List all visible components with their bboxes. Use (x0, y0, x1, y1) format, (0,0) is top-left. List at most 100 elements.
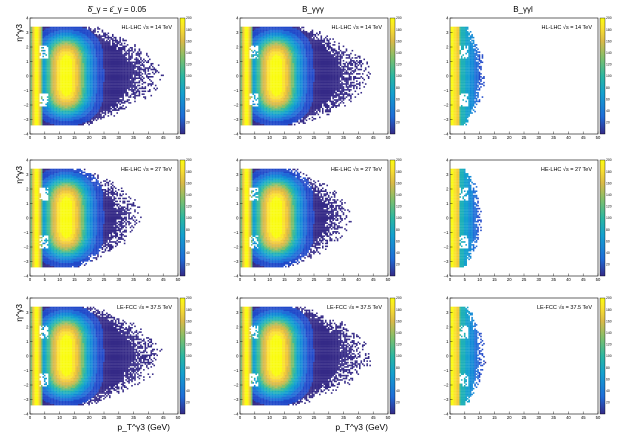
heatmap-cell (74, 102, 76, 104)
heatmap-cell (88, 114, 90, 116)
heatmap-cell (53, 120, 55, 122)
heatmap-cell (91, 117, 93, 119)
heatmap-cell (51, 124, 53, 126)
heatmap-cell (82, 95, 84, 97)
heatmap-cell (149, 91, 151, 93)
heatmap-cell (74, 120, 76, 122)
heatmap-cell (31, 98, 33, 100)
heatmap-cell (78, 114, 80, 116)
heatmap-cell (93, 111, 95, 113)
heatmap-cell (34, 99, 36, 101)
heatmap-cell (103, 112, 105, 114)
heatmap-cell (37, 108, 39, 110)
heatmap-cell (88, 95, 90, 97)
heatmap-cell (122, 95, 124, 97)
heatmap-cell (47, 99, 49, 101)
heatmap-cell (48, 111, 50, 113)
heatmap-cell (37, 120, 39, 122)
heatmap-cell (71, 111, 73, 113)
heatmap-cell (81, 115, 83, 117)
heatmap-cell (76, 111, 78, 113)
heatmap-cell (113, 109, 115, 111)
heatmap-cell (81, 120, 83, 122)
heatmap-cell (32, 95, 34, 97)
heatmap-cell (90, 120, 92, 122)
heatmap-cell (41, 108, 43, 110)
heatmap-cell (100, 91, 102, 93)
heatmap-cell (115, 99, 117, 101)
heatmap-cell (50, 91, 52, 93)
heatmap-cell (79, 92, 81, 94)
heatmap-cell (51, 91, 53, 93)
heatmap-cell (71, 120, 73, 122)
heatmap-cell (74, 95, 76, 97)
heatmap-cell (97, 95, 99, 97)
heatmap-cell (41, 118, 43, 120)
heatmap-cell (76, 109, 78, 111)
heatmap-cell (91, 98, 93, 100)
heatmap-cell (63, 114, 65, 116)
heatmap-cell (122, 93, 124, 95)
heatmap-cell (71, 121, 73, 123)
heatmap-cell (37, 96, 39, 98)
heatmap-cell (51, 95, 53, 97)
heatmap-cell (54, 101, 56, 103)
heatmap-cell (127, 99, 129, 101)
heatmap-cell (88, 117, 90, 119)
heatmap-cell (118, 109, 120, 111)
heatmap-cell (103, 104, 105, 106)
heatmap-cell (60, 118, 62, 120)
heatmap-cell (78, 106, 80, 108)
heatmap-cell (37, 93, 39, 95)
heatmap-cell (69, 92, 71, 94)
heatmap-cell (48, 122, 50, 124)
heatmap-cell (88, 111, 90, 113)
heatmap-cell (81, 118, 83, 120)
heatmap-cell (62, 98, 64, 100)
heatmap-cell (71, 112, 73, 114)
heatmap-cell (103, 92, 105, 94)
heatmap-cell (100, 118, 102, 120)
heatmap-cell (78, 121, 80, 123)
heatmap-cell (57, 96, 59, 98)
heatmap-cell (48, 109, 50, 111)
heatmap-cell (84, 122, 86, 124)
heatmap-cell (74, 118, 76, 120)
heatmap-cell (79, 95, 81, 97)
heatmap-cell (106, 95, 108, 97)
heatmap-cell (56, 120, 58, 122)
heatmap-cell (75, 96, 77, 98)
heatmap-cell (57, 121, 59, 123)
heatmap-cell (69, 120, 71, 122)
heatmap-cell (53, 101, 55, 103)
heatmap-cell (102, 93, 104, 95)
heatmap-cell (122, 102, 124, 104)
heatmap-cell (53, 98, 55, 100)
heatmap-cell (75, 112, 77, 114)
heatmap-cell (69, 93, 71, 95)
heatmap-cell (82, 96, 84, 98)
heatmap-cell (65, 91, 67, 93)
heatmap-cell (47, 109, 49, 111)
heatmap-cell (63, 122, 65, 124)
heatmap-cell (87, 105, 89, 107)
heatmap-cell (75, 92, 77, 94)
heatmap-cell (96, 106, 98, 108)
heatmap-cell (60, 111, 62, 113)
heatmap-cell (35, 118, 37, 120)
heatmap-cell (82, 109, 84, 111)
heatmap-cell (74, 114, 76, 116)
heatmap-cell (34, 98, 36, 100)
heatmap-cell (79, 99, 81, 101)
heatmap-cell (109, 111, 111, 113)
heatmap-cell (66, 106, 68, 108)
heatmap-cell (56, 108, 58, 110)
heatmap-cell (39, 121, 41, 123)
heatmap-cell (139, 93, 141, 95)
heatmap-cell (139, 95, 141, 97)
heatmap-cell (93, 96, 95, 98)
heatmap-cell (113, 102, 115, 104)
heatmap-cell (78, 124, 80, 126)
panel-grid: 0 5 10 15 20 25 30 35 40 45 50−4−3−2−101234η^γ3 HL-… (14, 15, 612, 420)
heatmap-cell (85, 102, 87, 104)
